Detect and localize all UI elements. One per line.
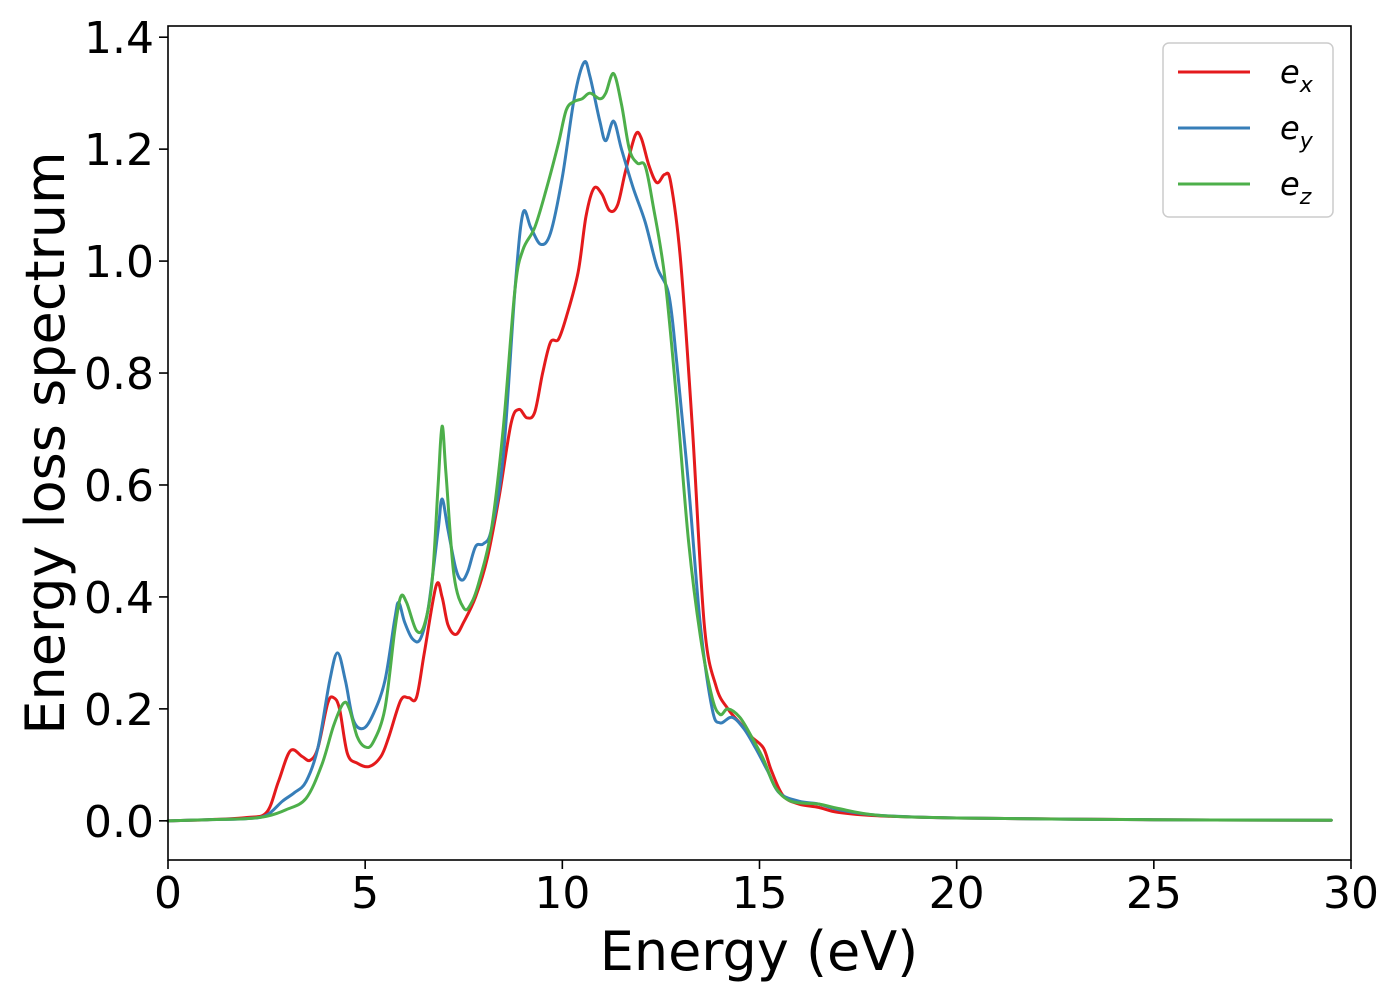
y-tick-label: 1.4 <box>84 13 154 64</box>
series-layer <box>166 60 1333 823</box>
y-axis-label: Energy loss spectrum <box>14 151 77 734</box>
x-tick-label: 15 <box>732 868 788 919</box>
legend-label-y: ey <box>1280 109 1314 154</box>
plot-background <box>168 26 1351 860</box>
y-tick-label: 0.4 <box>84 573 154 624</box>
x-tick-label: 30 <box>1323 868 1379 919</box>
x-tick-label: 5 <box>351 868 379 919</box>
y-tick-label: 0.2 <box>84 685 154 736</box>
x-axis-label: Energy (eV) <box>600 920 919 983</box>
legend-label-x: ex <box>1280 53 1314 98</box>
y-tick-label: 0.0 <box>84 797 154 848</box>
x-tick-label: 20 <box>929 868 985 919</box>
x-tick-label: 25 <box>1126 868 1182 919</box>
x-axis-ticks: 0 5 10 15 20 25 30 <box>154 860 1379 919</box>
x-tick-label: 10 <box>534 868 590 919</box>
legend-label-z: ez <box>1280 165 1312 210</box>
legend-box <box>1162 42 1334 218</box>
legend: ex ey ez <box>1162 42 1334 218</box>
x-tick-label: 0 <box>154 868 182 919</box>
y-tick-label: 0.8 <box>84 349 154 400</box>
y-axis-ticks: 0.0 0.2 0.4 0.6 0.8 1.0 1.2 1.4 <box>84 13 168 848</box>
y-tick-label: 1.2 <box>84 125 154 176</box>
series-line-z <box>166 72 1333 823</box>
y-tick-label: 0.6 <box>84 461 154 512</box>
y-tick-label: 1.0 <box>84 237 154 288</box>
